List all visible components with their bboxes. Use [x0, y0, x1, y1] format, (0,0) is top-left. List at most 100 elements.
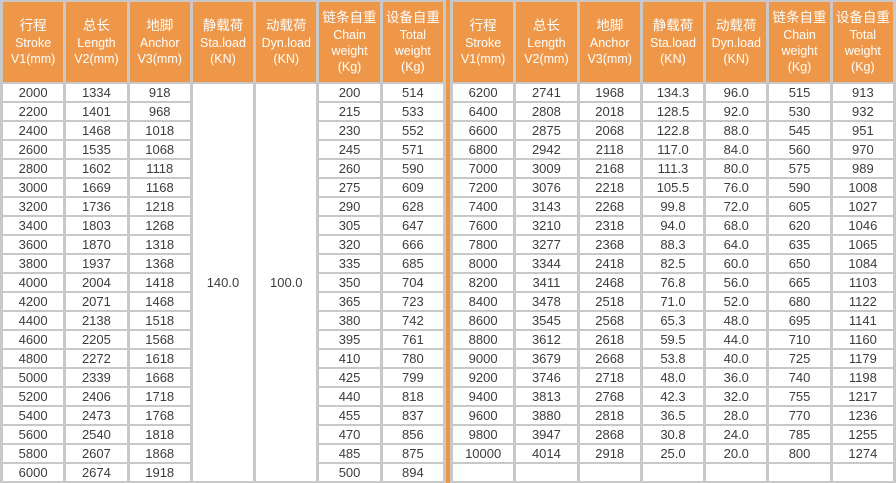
cell-total-weight: 951	[832, 122, 893, 139]
cell-chain-weight: 350	[319, 274, 380, 291]
cell-stroke: 3200	[3, 198, 64, 215]
cell-chain-weight: 695	[769, 312, 830, 329]
cell-chain-weight: 455	[319, 407, 380, 424]
col-header-line: Anchor	[589, 35, 630, 50]
cell-stroke: 7400	[453, 198, 514, 215]
cell-chain-weight: 395	[319, 331, 380, 348]
cell-anchor: 1968	[579, 84, 640, 101]
cell-anchor: 2218	[579, 179, 640, 196]
cell-length: 3813	[516, 388, 577, 405]
cell-static-load: 88.3	[642, 236, 704, 253]
col-header-line: Dyn.load	[261, 35, 311, 50]
cell-anchor: 1318	[129, 236, 190, 253]
col-header-line: 地脚	[146, 18, 174, 34]
cell-anchor: 1868	[129, 445, 190, 462]
cell-total-weight: 932	[832, 103, 893, 120]
col-header-line: Sta.load	[650, 35, 696, 50]
cell-stroke: 6400	[453, 103, 514, 120]
cell-anchor: 1818	[129, 426, 190, 443]
col-header-static-load: 静载荷 Sta.load (KN)	[642, 2, 704, 82]
cell-stroke: 9600	[453, 407, 514, 424]
cell-anchor: 2568	[579, 312, 640, 329]
col-header-line: V3(mm)	[137, 51, 182, 66]
cell-chain-weight: 245	[319, 141, 380, 158]
cell-length: 3478	[516, 293, 577, 310]
cell-length-empty	[516, 464, 577, 481]
cell-stroke: 6600	[453, 122, 514, 139]
col-header-stroke: 行程 Stroke V1(mm)	[453, 2, 514, 82]
cell-dynamic-load: 52.0	[706, 293, 767, 310]
cell-total-weight: 666	[382, 236, 443, 253]
cell-length: 3880	[516, 407, 577, 424]
col-header-line: 链条自重	[322, 10, 377, 26]
table-row: 9600 3880 2818 36.5 28.0 770 1236	[453, 407, 893, 424]
cell-static-load-merged: 140.0	[192, 84, 254, 481]
cell-static-load: 71.0	[642, 293, 704, 310]
cell-static-load: 30.8	[642, 426, 704, 443]
col-header-line: 设备自重	[385, 10, 440, 26]
table-row: 2000 1334 918 140.0 100.0 200 514	[3, 84, 443, 481]
cell-dynamic-load: 56.0	[706, 274, 767, 291]
cell-length: 3545	[516, 312, 577, 329]
cell-static-load: 99.8	[642, 198, 704, 215]
cell-anchor: 1168	[129, 179, 190, 196]
col-header-length: 总长 Length V2(mm)	[516, 2, 577, 82]
cell-length: 1334	[66, 84, 127, 101]
cell-chain-weight: 545	[769, 122, 830, 139]
cell-stroke: 8000	[453, 255, 514, 272]
cell-chain-weight: 785	[769, 426, 830, 443]
col-header-line: 动载荷	[266, 18, 307, 34]
col-header-line: 行程	[19, 18, 47, 34]
cell-length: 3143	[516, 198, 577, 215]
cell-total-weight: 780	[382, 350, 443, 367]
table-body: 2000 1334 918 140.0 100.0 200 514 2200 1401 968 21…	[3, 84, 443, 481]
cell-anchor: 2668	[579, 350, 640, 367]
cell-total-weight: 647	[382, 217, 443, 234]
cell-chain-weight: 665	[769, 274, 830, 291]
cell-dynamic-load: 96.0	[706, 84, 767, 101]
cell-static-load: 122.8	[642, 122, 704, 139]
table-row: 2400 1468 1018 230 552	[3, 122, 443, 139]
table-row: 8600 3545 2568 65.3 48.0 695 1141	[453, 312, 893, 329]
table-row: 9400 3813 2768 42.3 32.0 755 1217	[453, 388, 893, 405]
cell-chain-weight: 680	[769, 293, 830, 310]
cell-chain-weight: 650	[769, 255, 830, 272]
cell-total-weight: 1065	[832, 236, 893, 253]
cell-chain-weight: 425	[319, 369, 380, 386]
cell-dynamic-load: 44.0	[706, 331, 767, 348]
col-header-anchor: 地脚 Anchor V3(mm)	[129, 2, 190, 82]
cell-chain-weight: 215	[319, 103, 380, 120]
cell-length: 1736	[66, 198, 127, 215]
cell-chain-weight: 515	[769, 84, 830, 101]
table-row: 5000 2339 1668 425 799	[3, 369, 443, 386]
cell-anchor: 2818	[579, 407, 640, 424]
cell-total-weight: 1046	[832, 217, 893, 234]
cell-total-weight: 913	[832, 84, 893, 101]
cell-chain-weight: 440	[319, 388, 380, 405]
cell-chain-weight: 635	[769, 236, 830, 253]
cell-static-load: 59.5	[642, 331, 704, 348]
col-header-line: V1(mm)	[10, 51, 56, 66]
cell-length: 2138	[66, 312, 127, 329]
cell-anchor: 1118	[129, 160, 190, 177]
cell-total-weight: 704	[382, 274, 443, 291]
cell-length: 1870	[66, 236, 127, 253]
cell-total-weight: 685	[382, 255, 443, 272]
cell-anchor: 1918	[129, 464, 190, 481]
col-header-static-load: 静载荷 Sta.load (KN)	[192, 2, 254, 82]
cell-length: 3210	[516, 217, 577, 234]
cell-stroke: 9400	[453, 388, 514, 405]
cell-total-weight: 1084	[832, 255, 893, 272]
cell-length: 2004	[66, 274, 127, 291]
cell-dynamic-load: 36.0	[706, 369, 767, 386]
cell-length: 3612	[516, 331, 577, 348]
cell-chain-weight: 770	[769, 407, 830, 424]
header-row: 行程 Stroke V1(mm) 总长 Length V2(mm) 地脚 Anchor V3(m…	[453, 2, 893, 82]
cell-stroke: 7000	[453, 160, 514, 177]
col-header-line: (Kg)	[851, 59, 875, 74]
cell-total-weight: 590	[382, 160, 443, 177]
cell-chain-weight: 500	[319, 464, 380, 481]
cell-anchor: 1618	[129, 350, 190, 367]
col-header-line: weight	[331, 43, 368, 58]
